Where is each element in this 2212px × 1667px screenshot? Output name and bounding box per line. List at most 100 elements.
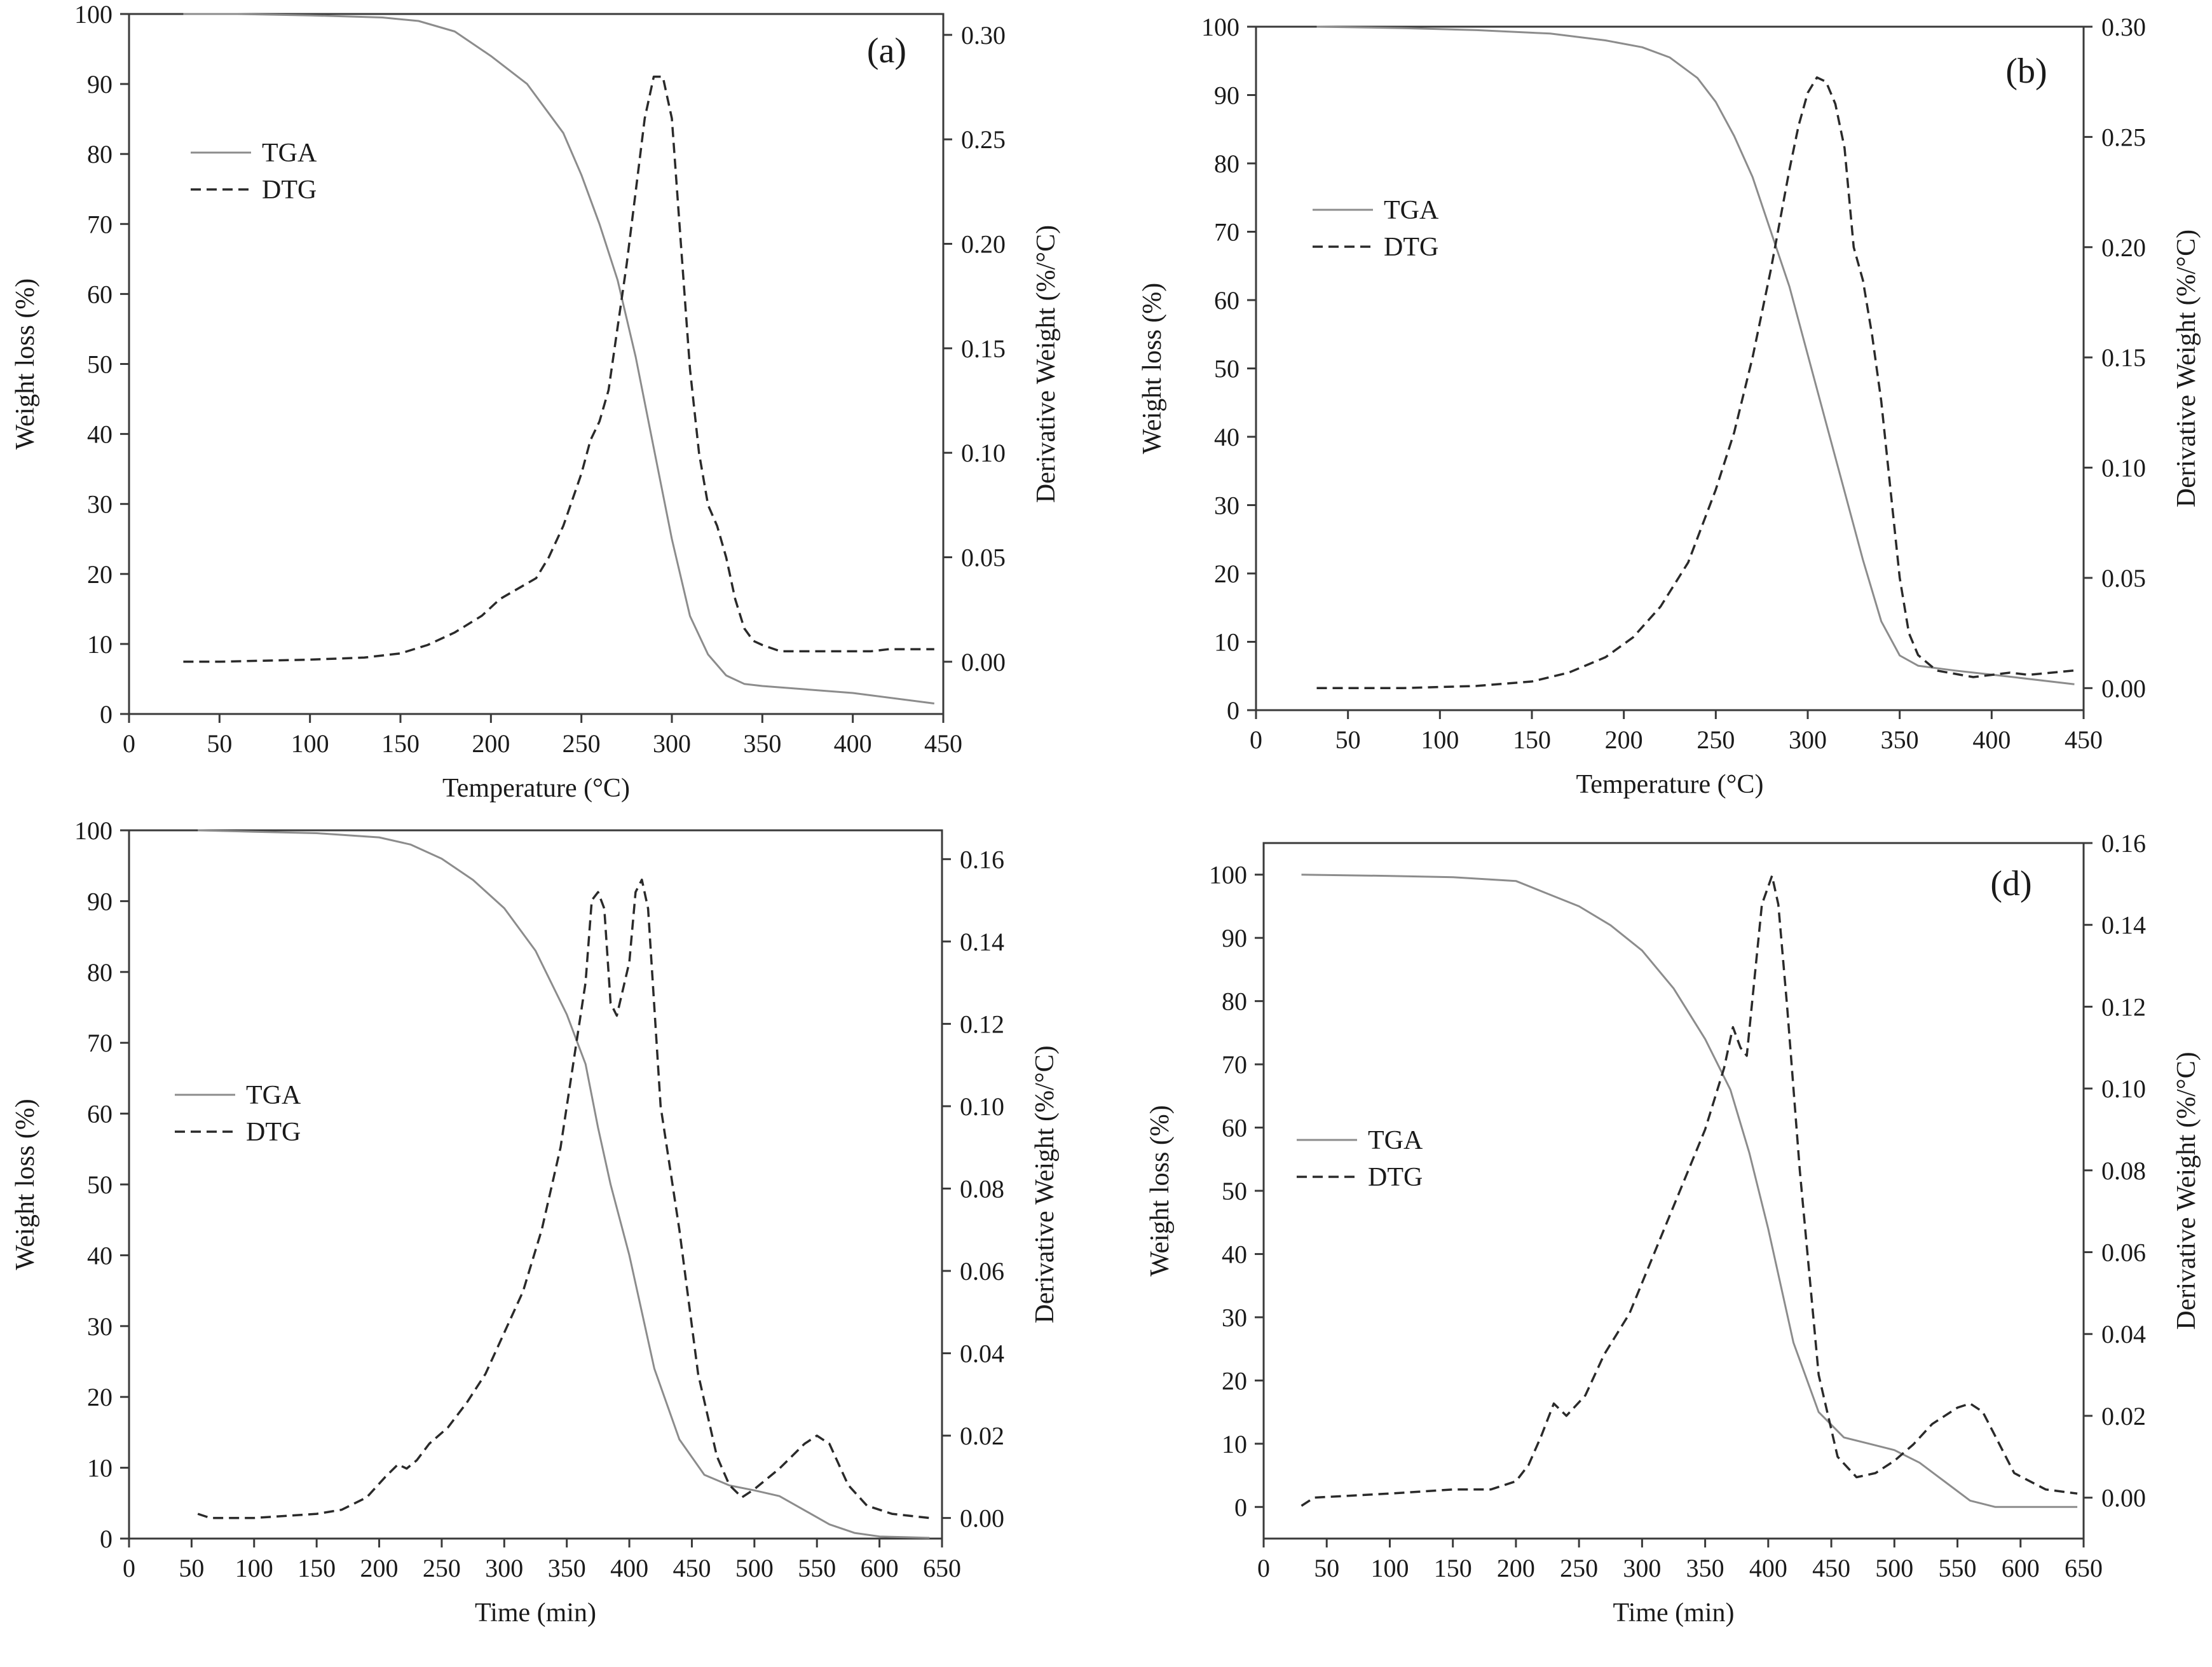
y-right-tick-label: 0.06: [2101, 1238, 2146, 1267]
y-left-tick-label: 90: [87, 70, 113, 99]
y-right-tick-label: 0.25: [2101, 123, 2146, 151]
y-right-tick-label: 0.15: [2101, 343, 2146, 372]
y-left-tick-label: 90: [1214, 81, 1239, 110]
y-right-tick-label: 0.10: [961, 439, 1006, 467]
panel-label: (b): [2005, 51, 2047, 91]
x-tick-label: 100: [235, 1554, 273, 1582]
y-right-axis-title: Derivative Weight (%/°C): [1030, 1045, 1060, 1323]
y-left-tick-label: 50: [87, 1170, 113, 1199]
y-right-tick-label: 0.12: [2101, 992, 2146, 1021]
x-tick-label: 200: [1605, 725, 1643, 754]
y-left-tick-label: 80: [1214, 149, 1239, 178]
tga-series-line: [1316, 25, 2075, 685]
y-right-tick-label: 0.14: [2101, 911, 2146, 940]
x-axis-title: Time (min): [475, 1598, 596, 1628]
x-tick-label: 600: [2002, 1554, 2040, 1582]
y-left-tick-label: 20: [87, 1383, 113, 1411]
legend-label-dtg: DTG: [1384, 233, 1438, 262]
x-tick-label: 400: [834, 729, 872, 758]
y-right-tick-label: 0.10: [960, 1092, 1004, 1121]
legend-label-tga: TGA: [1368, 1126, 1423, 1155]
x-tick-label: 150: [1434, 1554, 1472, 1582]
x-tick-label: 50: [1335, 725, 1361, 754]
y-right-tick-label: 0.12: [960, 1010, 1004, 1038]
plot-frame: [1255, 25, 2085, 711]
x-axis-title: Temperature (°C): [1576, 770, 1764, 799]
y-left-tick-label: 50: [1214, 355, 1239, 383]
y-right-tick-label: 0.00: [961, 648, 1006, 676]
x-axis-title: Time (min): [1613, 1598, 1735, 1628]
x-tick-label: 100: [291, 729, 329, 758]
tga-series-line: [1301, 874, 2078, 1508]
x-tick-label: 200: [360, 1554, 399, 1582]
plot-frame: [128, 13, 945, 715]
x-tick-label: 450: [924, 729, 962, 758]
y-left-tick-label: 100: [74, 816, 113, 845]
y-right-tick-label: 0.10: [2101, 1074, 2146, 1103]
x-tick-label: 500: [1875, 1554, 1913, 1582]
legend-label-dtg: DTG: [262, 175, 317, 205]
x-tick-label: 550: [1939, 1554, 1977, 1582]
y-right-tick-label: 0.06: [960, 1257, 1004, 1286]
y-left-tick-label: 100: [1209, 861, 1247, 889]
y-left-tick-label: 0: [1227, 696, 1239, 725]
y-left-tick-label: 60: [1222, 1114, 1247, 1142]
x-tick-label: 250: [1560, 1554, 1598, 1582]
x-tick-label: 200: [472, 729, 510, 758]
x-tick-label: 600: [861, 1554, 899, 1582]
x-tick-label: 100: [1421, 725, 1459, 754]
x-tick-label: 200: [1497, 1554, 1535, 1582]
y-right-tick-label: 0.05: [961, 544, 1006, 572]
dtg-series-line: [183, 75, 934, 663]
x-tick-label: 0: [123, 1554, 135, 1582]
x-tick-label: 300: [653, 729, 691, 758]
y-left-tick-label: 10: [1222, 1430, 1247, 1458]
x-tick-label: 0: [1257, 1554, 1270, 1582]
y-left-tick-label: 10: [87, 630, 113, 659]
y-left-tick-label: 0: [100, 700, 113, 729]
y-left-tick-label: 30: [1214, 491, 1239, 520]
tga-series-line: [183, 13, 934, 704]
x-tick-label: 400: [1749, 1554, 1787, 1582]
x-tick-label: 400: [1972, 725, 2011, 754]
y-left-tick-label: 50: [87, 350, 113, 379]
x-tick-label: 400: [610, 1554, 648, 1582]
x-tick-label: 150: [381, 729, 420, 758]
x-tick-label: 350: [1881, 725, 1919, 754]
plot-frame: [128, 829, 943, 1540]
legend-label-dtg: DTG: [246, 1118, 301, 1147]
x-tick-label: 650: [2065, 1554, 2103, 1582]
y-left-tick-label: 60: [87, 280, 113, 308]
y-right-tick-label: 0.08: [2101, 1156, 2146, 1185]
panel-label: (a): [867, 31, 906, 71]
y-right-tick-label: 0.04: [960, 1340, 1004, 1368]
y-left-tick-label: 10: [1214, 628, 1239, 657]
y-left-tick-label: 80: [87, 958, 113, 987]
dtg-series-line: [1301, 874, 2078, 1507]
y-right-tick-label: 0.10: [2101, 454, 2146, 483]
x-tick-label: 350: [548, 1554, 586, 1582]
y-right-tick-label: 0.16: [960, 845, 1004, 874]
y-right-axis-title: Derivative Weight (%/°C): [2172, 1052, 2201, 1329]
x-tick-label: 50: [207, 729, 232, 758]
y-left-tick-label: 100: [74, 0, 113, 29]
y-left-tick-label: 40: [1214, 423, 1239, 451]
x-tick-label: 450: [1812, 1554, 1850, 1582]
y-left-tick-label: 70: [87, 210, 113, 238]
x-tick-label: 50: [179, 1554, 204, 1582]
y-left-tick-label: 60: [1214, 286, 1239, 315]
y-right-tick-label: 0.20: [2101, 233, 2146, 262]
x-tick-label: 450: [2065, 725, 2103, 754]
x-tick-label: 300: [1789, 725, 1827, 754]
y-right-axis-title: Derivative Weight (%/°C): [2172, 230, 2201, 507]
y-left-tick-label: 10: [87, 1454, 113, 1483]
panel-label: (d): [1990, 864, 2031, 903]
y-left-tick-label: 40: [87, 1241, 113, 1270]
x-tick-label: 250: [423, 1554, 461, 1582]
x-tick-label: 300: [1623, 1554, 1661, 1582]
y-left-tick-label: 70: [1214, 218, 1239, 247]
y-left-axis-title: Weight loss (%): [11, 278, 40, 450]
x-tick-label: 250: [563, 729, 601, 758]
y-left-tick-label: 90: [87, 887, 113, 916]
